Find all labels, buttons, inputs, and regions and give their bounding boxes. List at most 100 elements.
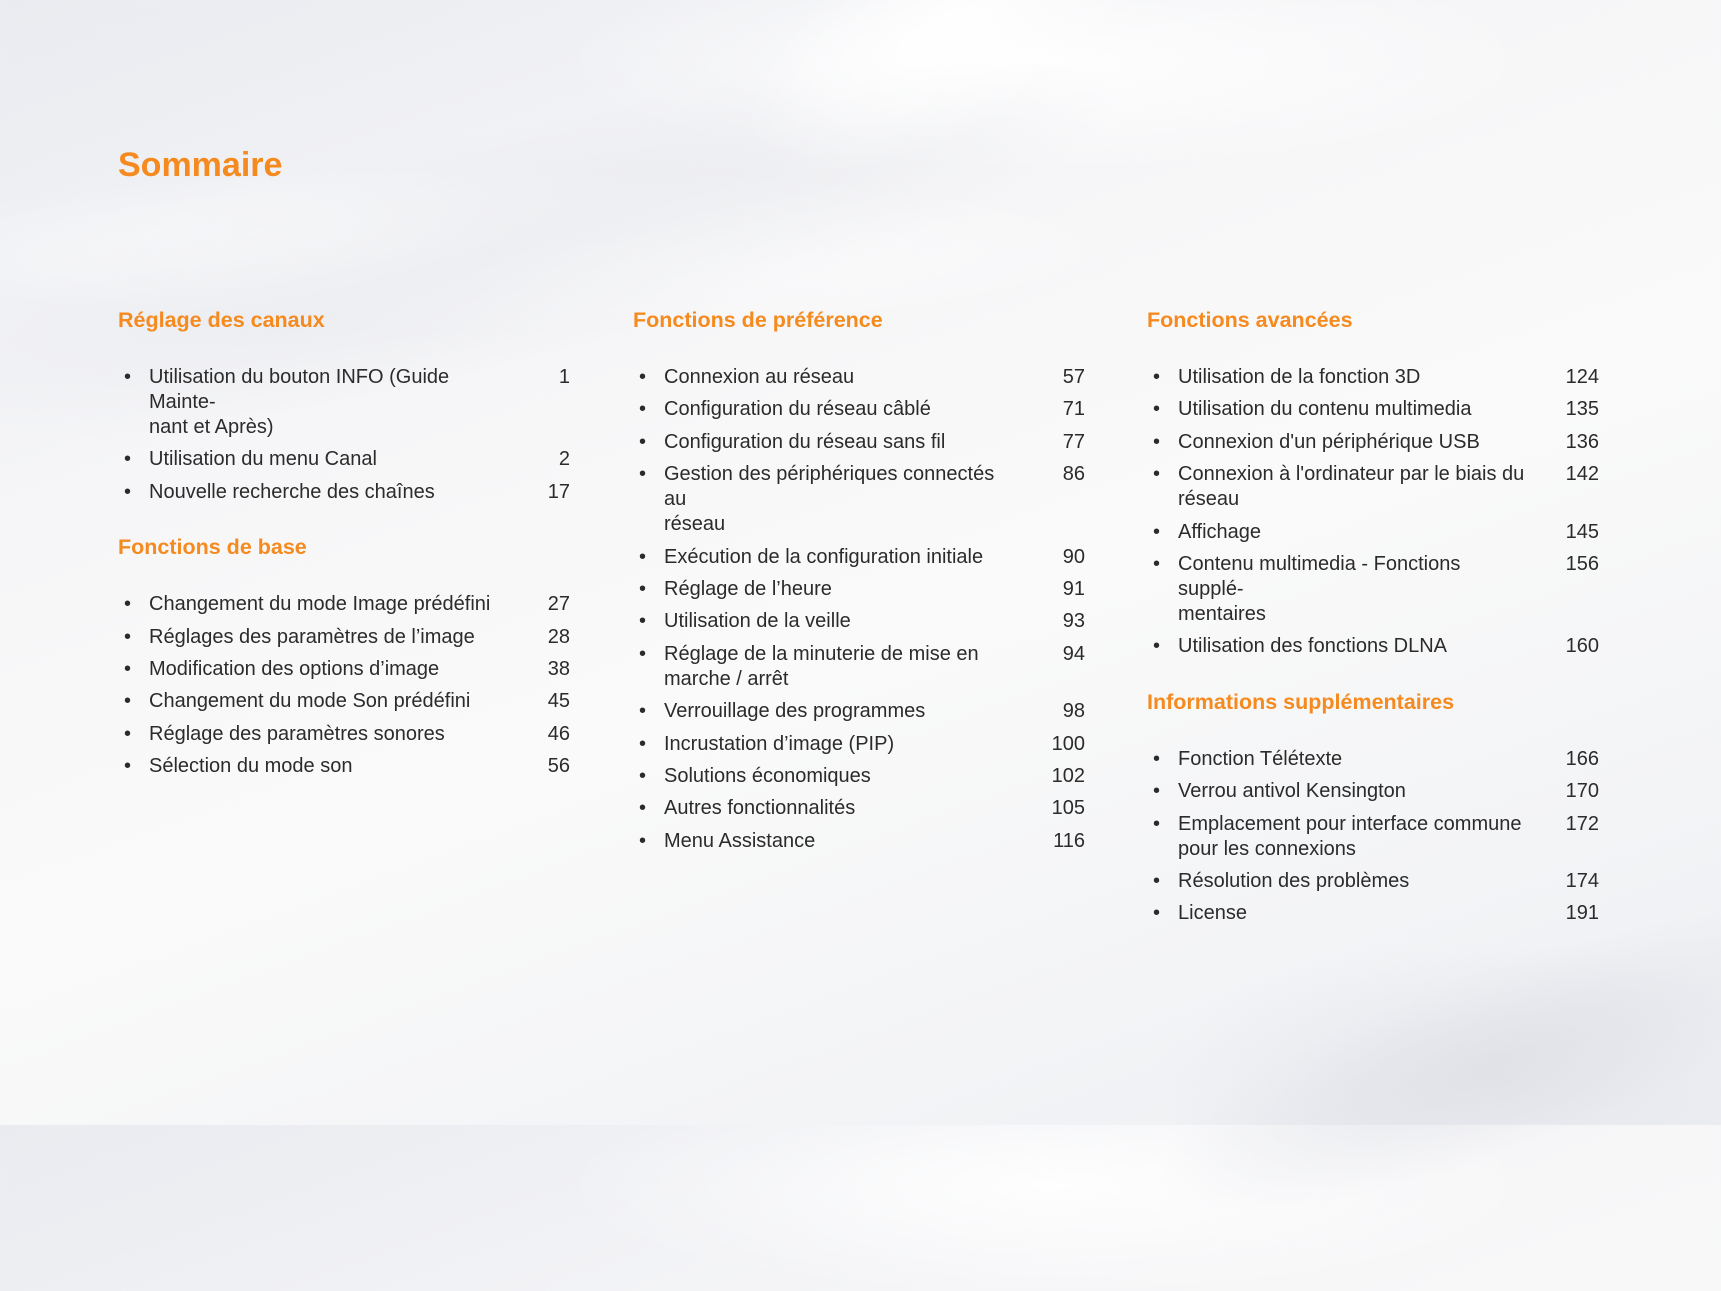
section-heading: Fonctions avancées xyxy=(1147,308,1353,332)
toc-entry[interactable]: • Nouvelle recherche des chaînes 17 xyxy=(118,480,570,512)
entry-title: Utilisation de la veille xyxy=(664,610,851,633)
bullet-icon: • xyxy=(1153,463,1161,486)
toc-entry[interactable]: • Connexion au réseau 57 xyxy=(633,365,1085,397)
entry-title: Réglages des paramètres de l’image xyxy=(149,625,475,648)
bullet-icon: • xyxy=(639,764,647,787)
entry-page-number: 136 xyxy=(1565,430,1599,453)
toc-entry[interactable]: • Réglage de la minuterie de mise en marc… xyxy=(633,642,1085,699)
bullet-icon: • xyxy=(1153,747,1161,770)
bullet-icon: • xyxy=(1153,430,1161,453)
toc-entry[interactable]: • Verrouillage des programmes 98 xyxy=(633,699,1085,731)
toc-entry[interactable]: • Solutions économiques 102 xyxy=(633,764,1085,796)
entry-title: Utilisation des fonctions DLNA xyxy=(1178,635,1448,658)
entry-page-number: 2 xyxy=(558,448,570,471)
toc-entry[interactable]: • Utilisation du menu Canal 2 xyxy=(118,447,570,479)
entry-page-number: 45 xyxy=(547,690,570,713)
entry-title: Contenu multimedia - Fonctions supplé- m… xyxy=(1178,552,1461,625)
bullet-icon: • xyxy=(639,577,647,600)
section-heading: Fonctions de préférence xyxy=(633,308,883,332)
bullet-icon: • xyxy=(1153,520,1161,543)
toc-entry[interactable]: • Utilisation des fonctions DLNA 160 xyxy=(1147,634,1599,666)
bullet-icon: • xyxy=(1153,552,1161,575)
entry-title: Changement du mode Son prédéfini xyxy=(149,690,471,713)
toc-entry[interactable]: • Fonction Télétexte 166 xyxy=(1147,747,1599,779)
entry-page-number: 166 xyxy=(1565,747,1599,770)
entry-title: Utilisation du menu Canal xyxy=(149,448,377,471)
entry-page-number: 57 xyxy=(1062,366,1085,388)
page-title: Sommaire xyxy=(118,146,283,184)
entry-title: Emplacement pour interface commune pour … xyxy=(1178,812,1522,860)
entry-page-number: 135 xyxy=(1565,398,1599,421)
bullet-icon: • xyxy=(639,829,647,852)
toc-entry[interactable]: • Exécution de la configuration initiale 9… xyxy=(633,545,1085,577)
entry-page-number: 56 xyxy=(547,755,570,778)
toc-entry[interactable]: • Réglages des paramètres de l’image 28 xyxy=(118,625,570,657)
entry-page-number: 156 xyxy=(1565,552,1599,575)
bullet-icon: • xyxy=(639,610,647,633)
toc-entry[interactable]: • License 191 xyxy=(1147,901,1599,933)
toc-entry[interactable]: • Changement du mode Image prédéfini 27 xyxy=(118,592,570,624)
bullet-icon: • xyxy=(639,700,647,723)
bullet-icon: • xyxy=(124,593,132,616)
entry-page-number: 90 xyxy=(1062,545,1085,568)
entry-title: Exécution de la configuration initiale xyxy=(664,545,984,568)
entry-page-number: 1 xyxy=(558,366,570,388)
toc-entry[interactable]: • Réglage des paramètres sonores 46 xyxy=(118,722,570,754)
section-heading: Réglage des canaux xyxy=(118,308,325,332)
toc-entry[interactable]: • Menu Assistance 116 xyxy=(633,829,1085,861)
bullet-icon: • xyxy=(639,366,647,388)
section-heading: Informations supplémentaires xyxy=(1147,689,1455,714)
entry-title: Affichage xyxy=(1178,520,1262,543)
entry-page-number: 46 xyxy=(547,722,570,745)
toc-entry[interactable]: • Résolution des problèmes 174 xyxy=(1147,869,1599,901)
entry-title: Sélection du mode son xyxy=(149,755,353,778)
entry-title: Configuration du réseau sans fil xyxy=(664,430,946,453)
entry-page-number: 71 xyxy=(1062,398,1085,421)
toc-entry[interactable]: • Modification des options d’image 38 xyxy=(118,657,570,689)
entry-title: Gestion des périphériques connectés au r… xyxy=(664,463,995,536)
bullet-icon: • xyxy=(639,642,647,665)
toc-entry[interactable]: • Connexion d'un périphérique USB 136 xyxy=(1147,430,1599,462)
entry-title: Configuration du réseau câblé xyxy=(664,398,931,421)
toc-entry[interactable]: • Utilisation de la veille 93 xyxy=(633,609,1085,641)
entry-page-number: 170 xyxy=(1565,780,1599,803)
entry-page-number: 28 xyxy=(547,625,570,648)
bullet-icon: • xyxy=(1153,366,1161,388)
toc-entry[interactable]: • Connexion à l'ordinateur par le biais d… xyxy=(1147,462,1599,519)
toc-entry[interactable]: • Sélection du mode son 56 xyxy=(118,754,570,786)
bullet-icon: • xyxy=(124,366,132,388)
entry-title: Nouvelle recherche des chaînes xyxy=(149,480,435,503)
entry-title: Changement du mode Image prédéfini xyxy=(149,593,491,616)
toc-entry[interactable]: • Configuration du réseau sans fil 77 xyxy=(633,430,1085,462)
entry-page-number: 94 xyxy=(1062,642,1085,665)
bullet-icon: • xyxy=(1153,902,1161,925)
entry-title: Verrou antivol Kensington xyxy=(1178,780,1406,803)
entry-page-number: 93 xyxy=(1062,610,1085,633)
entry-title: Autres fonctionnalités xyxy=(664,797,856,820)
toc-entry[interactable]: • Utilisation du contenu multimedia 135 xyxy=(1147,397,1599,429)
bullet-icon: • xyxy=(1153,812,1161,835)
toc-entry[interactable]: • Utilisation de la fonction 3D 124 xyxy=(1147,365,1599,397)
toc-entry[interactable]: • Verrou antivol Kensington 170 xyxy=(1147,779,1599,811)
toc-entry[interactable]: • Contenu multimedia - Fonctions supplé- … xyxy=(1147,552,1599,634)
bullet-icon: • xyxy=(639,398,647,421)
toc-entry[interactable]: • Autres fonctionnalités 105 xyxy=(633,796,1085,828)
bullet-icon: • xyxy=(639,463,647,486)
entry-page-number: 102 xyxy=(1051,764,1085,787)
entry-page-number: 91 xyxy=(1062,577,1085,600)
toc-entry[interactable]: • Gestion des périphériques connectés au … xyxy=(633,462,1085,544)
toc-entry[interactable]: • Changement du mode Son prédéfini 45 xyxy=(118,689,570,721)
toc-entry[interactable]: • Affichage 145 xyxy=(1147,520,1599,552)
toc-entry[interactable]: • Utilisation du bouton INFO (Guide Maint… xyxy=(118,365,570,447)
bullet-icon: • xyxy=(124,625,132,648)
toc-entry[interactable]: • Configuration du réseau câblé 71 xyxy=(633,397,1085,429)
background-swoosh xyxy=(678,0,1222,251)
toc-entry[interactable]: • Incrustation d’image (PIP) 100 xyxy=(633,732,1085,764)
entry-page-number: 17 xyxy=(547,480,570,503)
toc-entry[interactable]: • Réglage de l’heure 91 xyxy=(633,577,1085,609)
entry-title: Connexion à l'ordinateur par le biais du… xyxy=(1178,463,1525,511)
toc-entry[interactable]: • Emplacement pour interface commune pour… xyxy=(1147,812,1599,869)
bullet-icon: • xyxy=(639,545,647,568)
entry-page-number: 172 xyxy=(1565,812,1599,835)
entry-page-number: 77 xyxy=(1062,430,1085,453)
